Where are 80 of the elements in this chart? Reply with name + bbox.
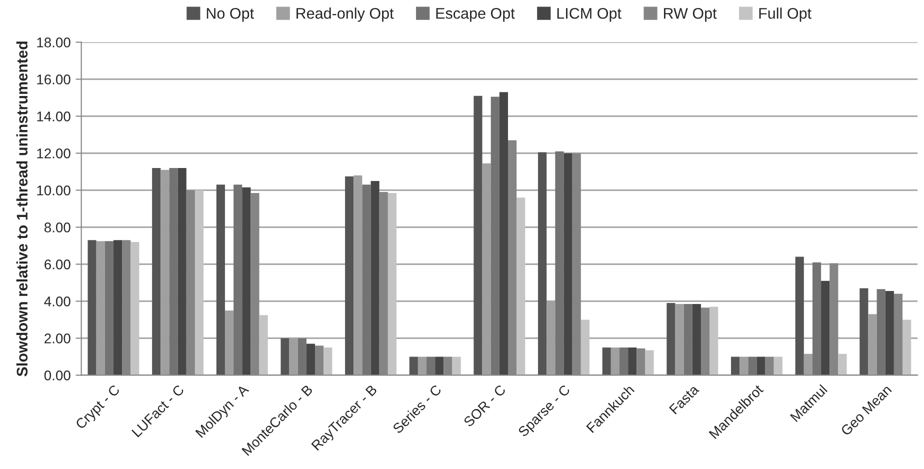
y-tick-label: 10.00 <box>37 186 70 196</box>
bar <box>482 163 491 376</box>
legend-label: Full Opt <box>759 8 812 22</box>
bar <box>795 256 804 376</box>
y-tick-label: 2.00 <box>44 334 70 344</box>
bar <box>564 153 572 376</box>
bar <box>113 240 122 376</box>
bar <box>306 344 316 376</box>
bar <box>88 240 96 376</box>
y-tick-label: 8.00 <box>44 222 70 232</box>
bar <box>362 184 371 376</box>
bar <box>370 180 380 376</box>
bar <box>821 280 830 376</box>
bar <box>224 310 234 376</box>
bar <box>324 347 332 376</box>
bar <box>730 356 740 376</box>
bar <box>748 356 757 376</box>
bar <box>298 338 306 376</box>
y-tick-label: 12.00 <box>37 148 70 158</box>
y-axis-title: Slowdown relative to 1-thread uninstrumented <box>16 42 28 376</box>
legend-label: No Opt <box>206 8 254 22</box>
bar <box>602 347 611 376</box>
bar <box>345 176 354 376</box>
bar <box>435 356 444 376</box>
y-tick-label: 16.00 <box>37 74 70 84</box>
bar <box>242 187 251 376</box>
bar <box>169 168 178 376</box>
legend-label: Escape Opt <box>436 8 515 22</box>
bar <box>860 288 868 376</box>
bar <box>876 289 886 376</box>
bar <box>216 184 225 376</box>
bar <box>538 152 547 376</box>
bar <box>152 168 161 376</box>
bar <box>619 347 628 376</box>
bar <box>259 315 268 376</box>
bar <box>490 96 500 376</box>
bar <box>666 303 676 376</box>
bar <box>354 175 362 376</box>
bar <box>409 356 418 376</box>
bar <box>838 354 847 376</box>
bar <box>130 242 140 376</box>
bar <box>774 356 782 376</box>
bar <box>580 320 590 376</box>
bar <box>868 314 877 376</box>
legend-label: LICM Opt <box>557 8 622 22</box>
bar <box>96 241 105 376</box>
bar <box>692 304 701 376</box>
bar <box>194 190 204 376</box>
bar <box>234 184 242 376</box>
legend-label: Read-only Opt <box>296 8 394 22</box>
bar <box>104 241 114 376</box>
bar <box>812 262 822 376</box>
bar <box>418 356 427 376</box>
bar <box>555 151 564 376</box>
y-tick-label: 0.00 <box>44 370 70 380</box>
legend-label: RW Opt <box>664 8 717 22</box>
bar <box>645 350 654 376</box>
bar <box>756 356 766 376</box>
bar <box>710 306 718 376</box>
y-tick-label: 14.00 <box>37 112 70 122</box>
bar <box>280 338 290 376</box>
bar <box>610 347 620 376</box>
bar <box>388 192 397 376</box>
y-tick-label: 4.00 <box>44 296 70 306</box>
bar <box>804 354 812 376</box>
y-tick-label: 6.00 <box>44 260 70 270</box>
bar <box>474 96 482 376</box>
bar <box>452 356 461 376</box>
bar <box>684 304 692 376</box>
bar <box>516 198 526 376</box>
bar <box>740 356 748 376</box>
bar <box>628 347 637 376</box>
bar <box>499 92 508 376</box>
bar <box>178 168 186 376</box>
bar <box>885 291 894 376</box>
bar <box>426 356 436 376</box>
bar <box>160 170 170 376</box>
bar <box>902 320 912 376</box>
bar <box>675 304 684 376</box>
y-tick-label: 18.00 <box>37 38 70 48</box>
